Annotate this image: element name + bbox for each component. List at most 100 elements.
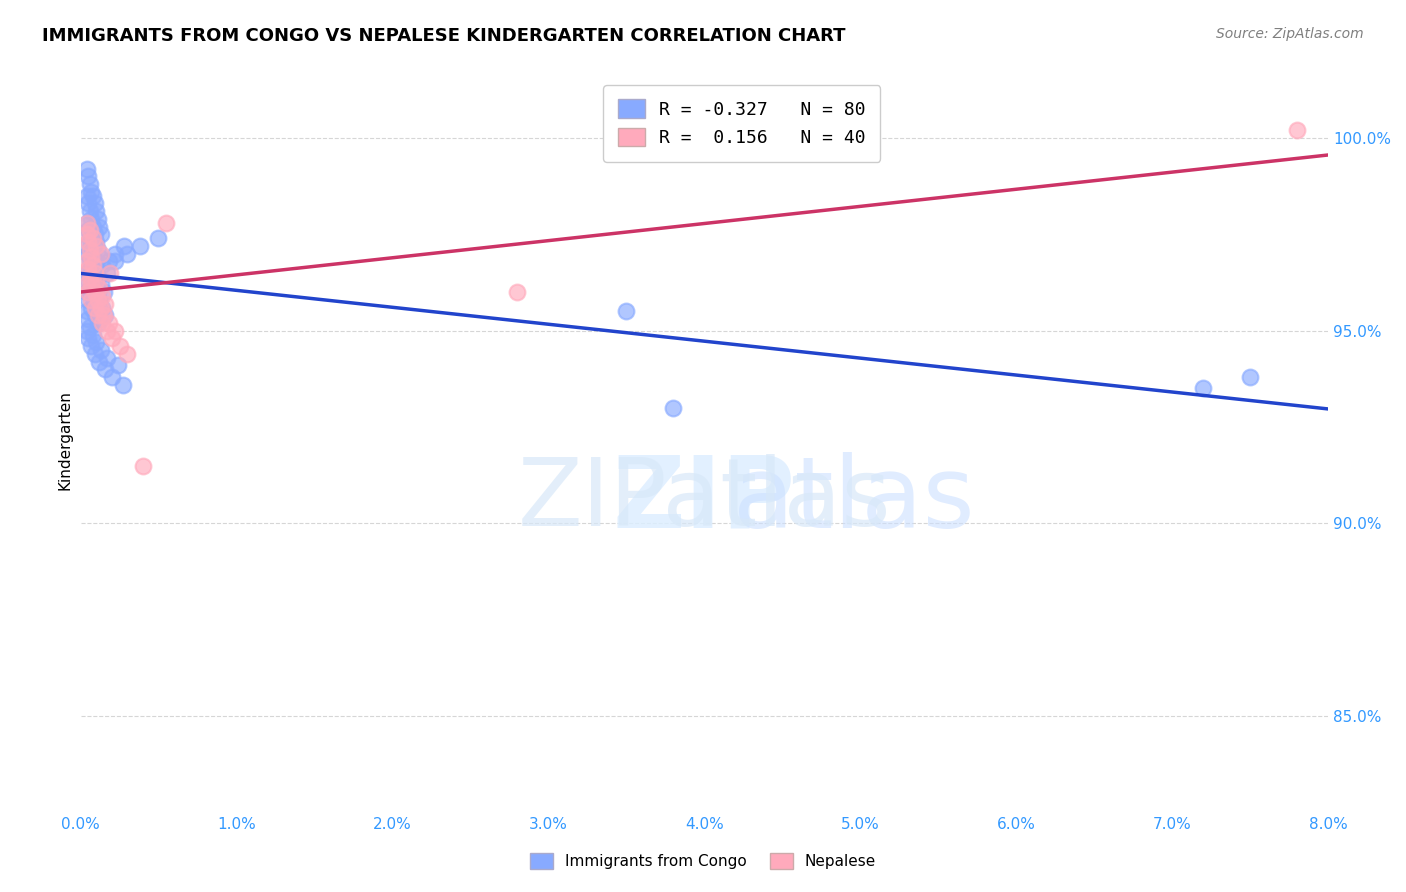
Point: [83, 196, 105, 211]
Point: [91, 301, 114, 315]
Point: [80, 239, 103, 253]
Text: IMMIGRANTS FROM CONGO VS NEPALESE KINDERGARTEN CORRELATION CHART: IMMIGRANTS FROM CONGO VS NEPALESE KINDER…: [42, 27, 845, 45]
Point: [79, 204, 101, 219]
Point: [148, 231, 170, 245]
Point: [96, 324, 118, 338]
Point: [82, 258, 104, 272]
Point: [77, 331, 100, 345]
Point: [83, 266, 105, 280]
Point: [84, 204, 107, 219]
Point: [112, 239, 135, 253]
Point: [83, 308, 105, 322]
Point: [80, 251, 103, 265]
Point: [89, 251, 111, 265]
Point: [1192, 382, 1215, 396]
Point: [76, 324, 98, 338]
Point: [80, 211, 103, 226]
Point: [77, 235, 100, 249]
Point: [82, 231, 104, 245]
Point: [82, 188, 104, 202]
Point: [97, 254, 120, 268]
Point: [128, 239, 150, 253]
Point: [83, 347, 105, 361]
Point: [111, 377, 134, 392]
Point: [96, 266, 118, 280]
Point: [79, 319, 101, 334]
Point: [83, 254, 105, 268]
Point: [83, 227, 105, 242]
Point: [82, 327, 104, 342]
Point: [79, 223, 101, 237]
Text: Source: ZipAtlas.com: Source: ZipAtlas.com: [1216, 27, 1364, 41]
Point: [89, 281, 111, 295]
Point: [84, 304, 107, 318]
Point: [83, 296, 105, 310]
Point: [82, 219, 104, 234]
Point: [506, 285, 529, 299]
Point: [77, 312, 100, 326]
Point: [77, 223, 100, 237]
Point: [89, 219, 111, 234]
Point: [77, 293, 100, 307]
Point: [90, 227, 112, 242]
Point: [94, 296, 117, 310]
Point: [79, 231, 101, 245]
Point: [77, 196, 100, 211]
Point: [155, 216, 177, 230]
Point: [84, 274, 107, 288]
Point: [86, 211, 108, 226]
Point: [86, 285, 108, 299]
Point: [77, 285, 100, 299]
Y-axis label: Kindergarten: Kindergarten: [58, 391, 72, 491]
Point: [90, 301, 112, 315]
Point: [82, 246, 104, 260]
Point: [98, 266, 121, 280]
Text: atlas: atlas: [733, 451, 974, 549]
Point: [76, 239, 98, 253]
Point: [80, 277, 103, 292]
Point: [84, 262, 107, 277]
Point: [662, 401, 685, 415]
Point: [96, 351, 118, 365]
Point: [94, 308, 117, 322]
Point: [77, 274, 100, 288]
Point: [91, 316, 114, 330]
Point: [91, 289, 114, 303]
Point: [80, 301, 103, 315]
Point: [79, 269, 101, 284]
Point: [76, 266, 98, 280]
Legend: R = -0.327   N = 80, R =  0.156   N = 40: R = -0.327 N = 80, R = 0.156 N = 40: [603, 85, 880, 161]
Point: [79, 177, 101, 191]
Point: [86, 316, 108, 330]
Text: ZIPatlas: ZIPatlas: [517, 454, 891, 546]
Point: [1239, 370, 1261, 384]
Point: [80, 293, 103, 307]
Point: [79, 281, 101, 295]
Point: [91, 258, 114, 272]
Point: [76, 285, 98, 299]
Point: [76, 304, 98, 318]
Point: [76, 254, 98, 268]
Point: [104, 254, 127, 268]
Text: ZIP: ZIP: [613, 451, 796, 549]
Point: [93, 285, 115, 299]
Point: [77, 246, 100, 260]
Point: [117, 246, 139, 260]
Point: [104, 324, 127, 338]
Point: [82, 269, 104, 284]
Point: [107, 359, 129, 373]
Legend: Immigrants from Congo, Nepalese: Immigrants from Congo, Nepalese: [524, 847, 882, 875]
Point: [84, 335, 107, 350]
Point: [79, 243, 101, 257]
Point: [104, 246, 127, 260]
Point: [76, 188, 98, 202]
Point: [90, 277, 112, 292]
Point: [86, 293, 108, 307]
Point: [84, 239, 107, 253]
Point: [77, 169, 100, 184]
Point: [76, 216, 98, 230]
Point: [614, 304, 637, 318]
Point: [100, 331, 122, 345]
Point: [89, 293, 111, 307]
Point: [83, 301, 105, 315]
